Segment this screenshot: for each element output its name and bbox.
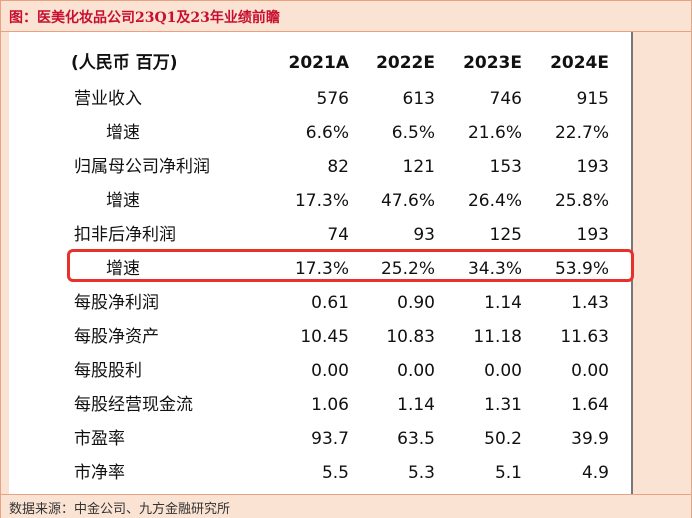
- table-row-bvps: 每股净资产 10.45 10.83 11.18 11.63: [9, 320, 629, 354]
- cell-2022e: 5.3: [407, 463, 435, 483]
- cell-2024e: 4.9: [581, 463, 609, 483]
- cell-2023e: 1.14: [484, 293, 522, 313]
- row-label: 每股经营现金流: [74, 395, 193, 415]
- row-label: 增速: [106, 123, 140, 143]
- cell-2021a: 17.3%: [294, 191, 349, 211]
- table-row-revenue-growth: 增速 6.6% 6.5% 21.6% 22.7%: [9, 116, 629, 150]
- cell-2023e: 50.2: [484, 429, 522, 449]
- cell-2024e: 39.9: [571, 429, 609, 449]
- cell-2022e: 6.5%: [391, 123, 435, 143]
- row-label: 增速: [106, 259, 140, 279]
- cell-2021a: 82: [327, 157, 349, 177]
- cell-2024e: 11.63: [560, 327, 609, 347]
- table-row-adjusted-net-profit: 扣非后净利润 74 93 125 193: [9, 218, 629, 252]
- cell-2024e: 22.7%: [554, 123, 609, 143]
- row-label: 市盈率: [74, 429, 125, 449]
- header-unit: (人民币 百万): [71, 53, 178, 73]
- table-row-pe: 市盈率 93.7 63.5 50.2 39.9: [9, 422, 629, 456]
- row-label: 营业收入: [74, 89, 142, 109]
- cell-2022e: 0.00: [397, 361, 435, 381]
- row-label: 市净率: [74, 463, 125, 483]
- table-row-revenue: 营业收入 576 613 746 915: [9, 82, 629, 116]
- table-row-adjusted-growth: 增速 17.3% 25.2% 34.3% 53.9%: [9, 252, 629, 286]
- cell-2022e: 93: [413, 225, 435, 245]
- table-row-eps: 每股净利润 0.61 0.90 1.14 1.43: [9, 286, 629, 320]
- cell-2024e: 0.00: [571, 361, 609, 381]
- cell-2023e: 11.18: [473, 327, 522, 347]
- cell-2023e: 746: [489, 89, 522, 109]
- cell-2023e: 34.3%: [467, 259, 522, 279]
- cell-2024e: 25.8%: [554, 191, 609, 211]
- cell-2021a: 6.6%: [305, 123, 349, 143]
- cell-2022e: 121: [402, 157, 435, 177]
- cell-2024e: 193: [576, 157, 609, 177]
- row-label: 每股净利润: [74, 293, 159, 313]
- cell-2021a: 0.00: [311, 361, 349, 381]
- left-margin: [1, 32, 9, 494]
- cell-2023e: 153: [489, 157, 522, 177]
- row-label: 每股股利: [74, 361, 142, 381]
- financial-table: (人民币 百万) 2021A 2022E 2023E 2024E 营业收入 57…: [9, 32, 634, 494]
- table-row-net-profit: 归属母公司净利润 82 121 153 193: [9, 150, 629, 184]
- table-header-row: (人民币 百万) 2021A 2022E 2023E 2024E: [9, 46, 629, 80]
- cell-2023e: 21.6%: [467, 123, 522, 143]
- cell-2021a: 10.45: [300, 327, 349, 347]
- row-label: 扣非后净利润: [74, 225, 176, 245]
- cell-2021a: 5.5: [321, 463, 349, 483]
- cell-2024e: 1.43: [571, 293, 609, 313]
- header-2022e: 2022E: [376, 53, 435, 73]
- cell-2024e: 1.64: [571, 395, 609, 415]
- header-2024e: 2024E: [550, 53, 609, 73]
- source-note: 数据来源：中金公司、九方金融研究所: [9, 502, 231, 517]
- title-bar: 图：医美化妆品公司23Q1及23年业绩前瞻: [1, 1, 691, 32]
- cell-2021a: 1.06: [311, 395, 349, 415]
- table-row-ocf-per-share: 每股经营现金流 1.06 1.14 1.31 1.64: [9, 388, 629, 422]
- table-row-pb: 市净率 5.5 5.3 5.1 4.9: [9, 456, 629, 490]
- cell-2022e: 63.5: [397, 429, 435, 449]
- cell-2023e: 0.00: [484, 361, 522, 381]
- row-label: 每股净资产: [74, 327, 159, 347]
- cell-2021a: 74: [327, 225, 349, 245]
- table-row-net-profit-growth: 增速 17.3% 47.6% 26.4% 25.8%: [9, 184, 629, 218]
- cell-2021a: 93.7: [311, 429, 349, 449]
- cell-2022e: 1.14: [397, 395, 435, 415]
- cell-2024e: 915: [576, 89, 609, 109]
- cell-2021a: 576: [316, 89, 349, 109]
- header-2021a: 2021A: [288, 53, 349, 73]
- cell-2023e: 1.31: [484, 395, 522, 415]
- cell-2022e: 47.6%: [380, 191, 435, 211]
- row-label: 增速: [106, 191, 140, 211]
- cell-2022e: 613: [402, 89, 435, 109]
- cell-2024e: 53.9%: [554, 259, 609, 279]
- right-margin: [631, 32, 691, 494]
- cell-2021a: 0.61: [311, 293, 349, 313]
- source-footer: 数据来源：中金公司、九方金融研究所: [1, 494, 691, 518]
- table-row-dps: 每股股利 0.00 0.00 0.00 0.00: [9, 354, 629, 388]
- cell-2021a: 17.3%: [294, 259, 349, 279]
- cell-2024e: 193: [576, 225, 609, 245]
- row-label: 归属母公司净利润: [74, 157, 210, 177]
- highlight-box: [67, 249, 634, 282]
- cell-2022e: 0.90: [397, 293, 435, 313]
- cell-2023e: 5.1: [494, 463, 522, 483]
- figure-title: 图：医美化妆品公司23Q1及23年业绩前瞻: [9, 10, 280, 26]
- header-2023e: 2023E: [463, 53, 522, 73]
- cell-2022e: 10.83: [386, 327, 435, 347]
- cell-2023e: 26.4%: [467, 191, 522, 211]
- cell-2022e: 25.2%: [380, 259, 435, 279]
- cell-2023e: 125: [489, 225, 522, 245]
